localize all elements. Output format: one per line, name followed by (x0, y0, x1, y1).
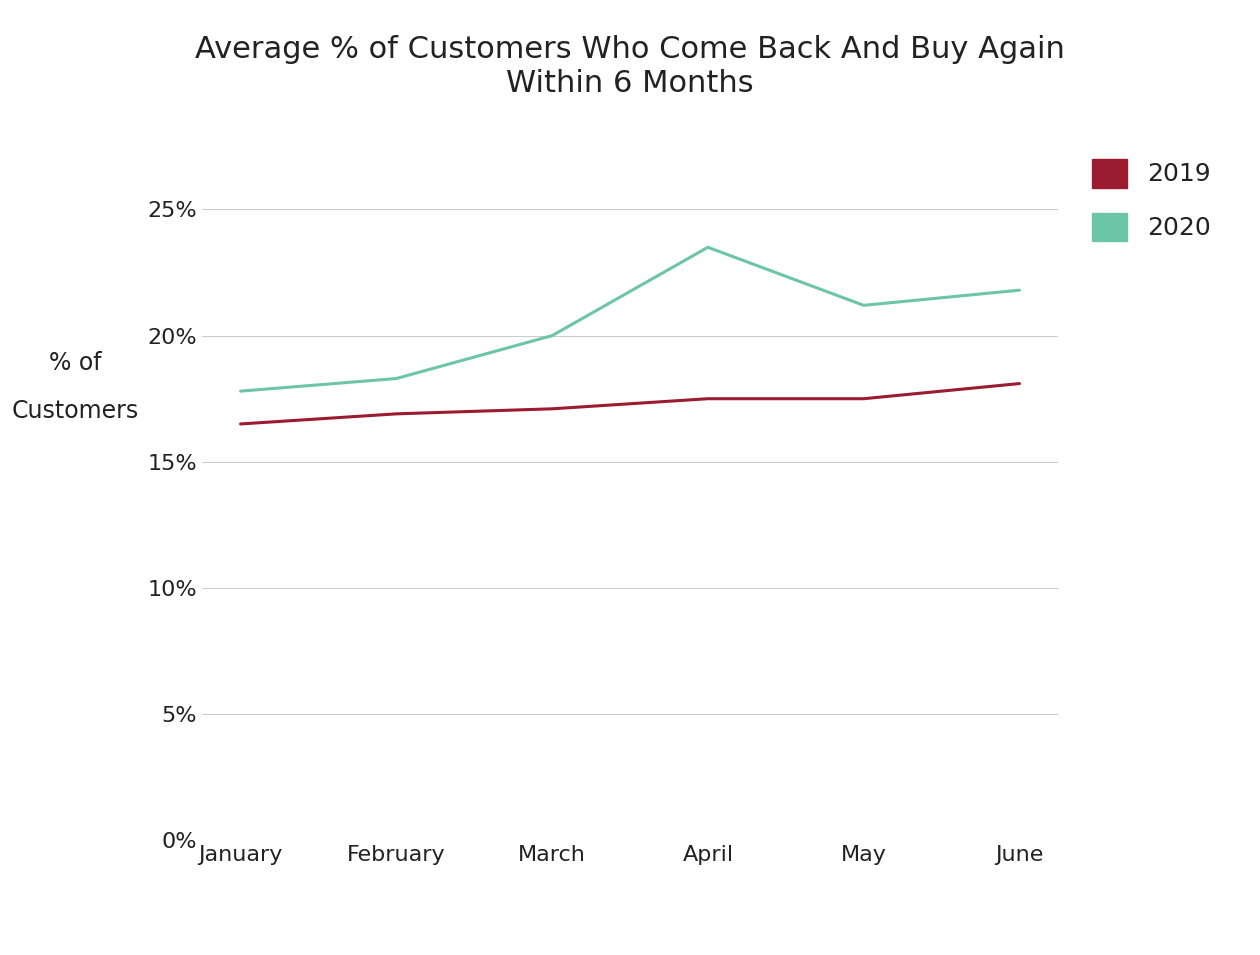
Legend: 2019, 2020: 2019, 2020 (1080, 146, 1223, 254)
Text: Customers: Customers (13, 398, 139, 423)
2019 (856, 393, 871, 405)
2020 (701, 242, 716, 253)
2020 (856, 300, 871, 311)
2019 (389, 408, 404, 419)
Text: % of: % of (49, 350, 102, 375)
2019 (1012, 378, 1027, 390)
2020 (1012, 285, 1027, 296)
2019 (233, 418, 248, 430)
2020 (233, 386, 248, 397)
Line: 2020: 2020 (241, 247, 1019, 392)
2020 (544, 329, 559, 341)
2019 (544, 403, 559, 414)
2020 (389, 372, 404, 384)
2019 (701, 393, 716, 405)
Title: Average % of Customers Who Come Back And Buy Again
Within 6 Months: Average % of Customers Who Come Back And… (195, 35, 1065, 98)
Line: 2019: 2019 (241, 384, 1019, 424)
